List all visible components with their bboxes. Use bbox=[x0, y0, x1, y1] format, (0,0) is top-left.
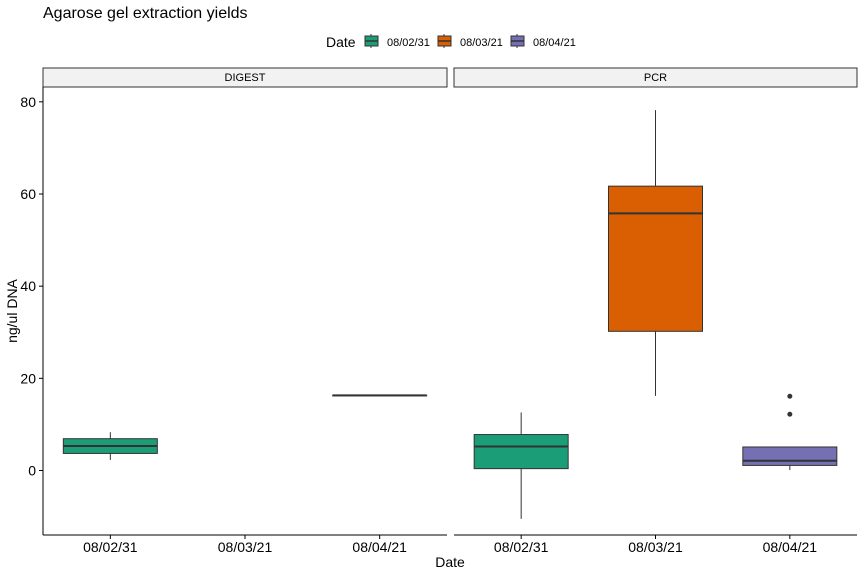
box bbox=[62, 432, 158, 460]
y-axis-label: ng/ul DNA bbox=[4, 278, 20, 342]
y-tick-label: 0 bbox=[28, 462, 36, 478]
x-tick-label: 08/03/21 bbox=[628, 539, 683, 555]
y-tick-label: 80 bbox=[20, 94, 36, 110]
facet-panel: DIGEST 08/02/31 08/03/21 08/04/21 bbox=[42, 67, 448, 555]
facet-panel: PCR 08/02/31 08/03/21 08/04/21 bbox=[453, 67, 858, 555]
box bbox=[332, 394, 428, 397]
outlier-point bbox=[787, 393, 793, 399]
box-iqr bbox=[742, 446, 838, 466]
legend-label: 08/02/31 bbox=[387, 37, 430, 49]
box-iqr bbox=[608, 185, 703, 332]
legend-items: 08/02/31 08/03/21 08/04/21 bbox=[364, 34, 576, 49]
chart-title: Agarose gel extraction yields bbox=[43, 5, 248, 22]
legend-title: Date bbox=[326, 34, 356, 50]
x-tick-label: 08/02/31 bbox=[83, 539, 138, 555]
x-tick-label: 08/04/21 bbox=[763, 539, 818, 555]
legend: Date 08/02/31 08/03/21 08/04/21 bbox=[326, 34, 576, 50]
facet-strip bbox=[42, 67, 448, 88]
box bbox=[473, 412, 569, 519]
x-axis-label: Date bbox=[435, 554, 465, 570]
y-tick-label: 60 bbox=[20, 186, 36, 202]
facet-strip-label: DIGEST bbox=[225, 72, 266, 84]
legend-item: 08/02/31 bbox=[364, 34, 430, 49]
box bbox=[608, 110, 703, 396]
facet-strip bbox=[453, 67, 858, 88]
facet-panels: DIGEST 08/02/31 08/03/21 08/04/21 PCR 08/02/3… bbox=[42, 67, 858, 555]
outlier-point bbox=[787, 411, 793, 417]
facet-strip-label: PCR bbox=[644, 72, 667, 84]
legend-item: 08/03/21 bbox=[437, 34, 503, 49]
box bbox=[742, 393, 838, 471]
y-ticks: 0 20 40 60 80 bbox=[20, 94, 43, 478]
y-tick-label: 20 bbox=[20, 370, 36, 386]
y-axis: 0 20 40 60 80 ng/ul DNA bbox=[4, 87, 44, 535]
box-iqr bbox=[473, 434, 569, 470]
x-tick-label: 08/04/21 bbox=[352, 539, 407, 555]
legend-item: 08/04/21 bbox=[510, 34, 576, 49]
legend-label: 08/03/21 bbox=[460, 37, 503, 49]
y-tick-label: 40 bbox=[20, 278, 36, 294]
legend-label: 08/04/21 bbox=[533, 37, 576, 49]
x-tick-label: 08/02/31 bbox=[494, 539, 549, 555]
x-tick-label: 08/03/21 bbox=[218, 539, 273, 555]
